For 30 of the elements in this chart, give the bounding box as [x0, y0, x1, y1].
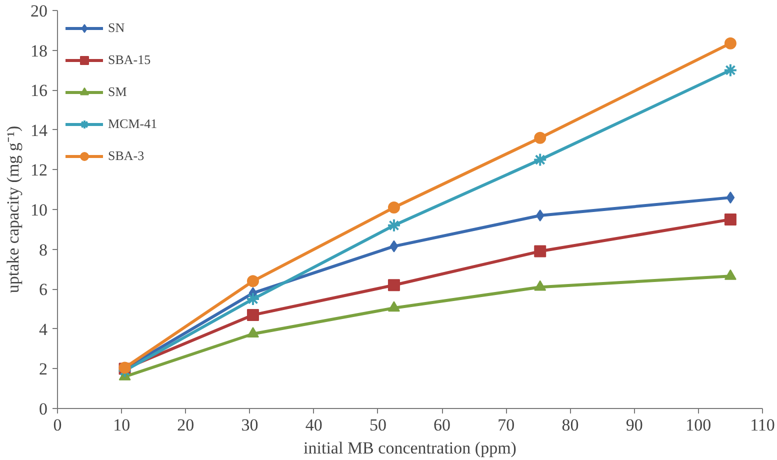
y-tick-label: 14: [30, 120, 48, 140]
x-axis-title: initial MB concentration (ppm): [304, 438, 516, 458]
legend-label: SN: [108, 20, 126, 36]
legend-label: SBA-15: [108, 52, 151, 68]
x-tick-label: 100: [686, 416, 712, 434]
x-tick-label: 50: [369, 416, 386, 434]
y-axis-title: uptake capacity (mg g⁻¹): [4, 126, 22, 294]
x-tick-label: 40: [305, 416, 322, 434]
x-tick-label: 90: [626, 416, 643, 434]
y-tick-label: 12: [30, 160, 48, 180]
y-tick-label: 18: [30, 41, 48, 60]
legend-label: SM: [108, 84, 128, 100]
x-tick-label: 30: [241, 416, 258, 434]
x-tick-label: 10: [113, 416, 130, 434]
x-tick-label: 60: [434, 416, 451, 434]
y-tick-label: 4: [39, 320, 48, 339]
x-tick-label: 110: [750, 416, 775, 434]
y-tick-label: 6: [39, 280, 48, 300]
legend-label: SBA-3: [108, 148, 144, 164]
legend-label: MCM-41: [108, 116, 158, 132]
y-tick-label: 2: [39, 360, 48, 379]
y-tick-label: 0: [39, 400, 48, 418]
y-tick-label: 20: [30, 2, 48, 20]
x-tick-label: 80: [562, 416, 579, 434]
y-tick-label: 16: [30, 81, 48, 100]
x-tick-label: 20: [177, 416, 194, 434]
y-tick-label: 10: [30, 200, 48, 220]
x-tick-label: 0: [53, 416, 62, 434]
y-tick-label: 8: [39, 240, 48, 260]
x-tick-label: 70: [498, 416, 515, 434]
